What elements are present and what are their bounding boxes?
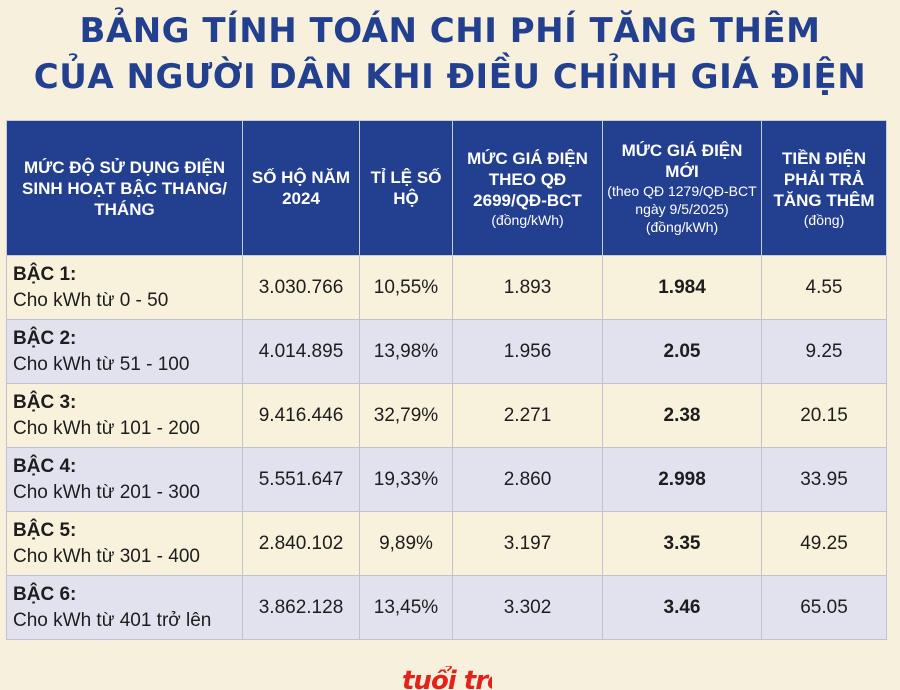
table-row: BẬC 2: Cho kWh từ 51 - 100 4.014.895 13,… — [6, 319, 887, 384]
tier-range: Cho kWh từ 0 - 50 — [13, 289, 169, 311]
ratio-cell: 19,33% — [359, 447, 453, 512]
tier-range: Cho kWh từ 401 trở lên — [13, 609, 212, 631]
increase-cell: 49.25 — [761, 511, 887, 576]
logo-wordmark: tuổi trẻ — [402, 666, 492, 690]
new-price-cell: 2.998 — [602, 447, 762, 512]
tier-label: BẬC 5: — [13, 519, 77, 541]
tier-range: Cho kWh từ 51 - 100 — [13, 353, 190, 375]
old-price-cell: 1.956 — [452, 319, 603, 384]
table-header-row: MỨC ĐỘ SỬ DỤNG ĐIỆN SINH HOẠT BẬC THANG/… — [6, 120, 887, 256]
table-row: BẬC 3: Cho kWh từ 101 - 200 9.416.446 32… — [6, 383, 887, 448]
header-households: SỐ HỘ NĂM 2024 — [242, 120, 360, 256]
tier-label: BẬC 3: — [13, 391, 77, 413]
tier-range: Cho kWh từ 101 - 200 — [13, 417, 200, 439]
increase-cell: 20.15 — [761, 383, 887, 448]
usage-level-cell: BẬC 4: Cho kWh từ 201 - 300 — [6, 447, 243, 512]
ratio-cell: 13,45% — [359, 575, 453, 640]
new-price-cell: 2.05 — [602, 319, 762, 384]
header-new-price-label: MỨC GIÁ ĐIỆN MỚI — [621, 141, 743, 181]
new-price-cell: 3.46 — [602, 575, 762, 640]
tier-label: BẬC 4: — [13, 455, 77, 477]
header-increase: TIỀN ĐIỆN PHẢI TRẢ TĂNG THÊM (đồng) — [761, 120, 887, 256]
tier-label: BẬC 1: — [13, 263, 77, 285]
new-price-cell: 3.35 — [602, 511, 762, 576]
usage-level-cell: BẬC 5: Cho kWh từ 301 - 400 — [6, 511, 243, 576]
usage-level-cell: BẬC 1: Cho kWh từ 0 - 50 — [6, 255, 243, 320]
usage-level-cell: BẬC 3: Cho kWh từ 101 - 200 — [6, 383, 243, 448]
header-new-price-note: (theo QĐ 1279/QĐ-BCT ngày 9/5/2025) (đồn… — [607, 183, 757, 235]
header-old-price: MỨC GIÁ ĐIỆN THEO QĐ 2699/QĐ-BCT (đồng/k… — [452, 120, 603, 256]
old-price-cell: 1.893 — [452, 255, 603, 320]
title-line-1: BẢNG TÍNH TOÁN CHI PHÍ TĂNG THÊM — [79, 11, 821, 51]
tier-range: Cho kWh từ 301 - 400 — [13, 545, 200, 567]
ratio-cell: 9,89% — [359, 511, 453, 576]
title-line-2: CỦA NGƯỜI DÂN KHI ĐIỀU CHỈNH GIÁ ĐIỆN — [33, 57, 867, 97]
increase-cell: 33.95 — [761, 447, 887, 512]
tier-label: BẬC 6: — [13, 583, 77, 605]
header-usage-level: MỨC ĐỘ SỬ DỤNG ĐIỆN SINH HOẠT BẬC THANG/… — [6, 120, 243, 256]
electricity-cost-table: MỨC ĐỘ SỬ DỤNG ĐIỆN SINH HOẠT BẬC THANG/… — [6, 120, 887, 640]
header-old-price-label: MỨC GIÁ ĐIỆN THEO QĐ 2699/QĐ-BCT — [467, 148, 588, 210]
households-cell: 4.014.895 — [242, 319, 360, 384]
header-increase-unit: (đồng) — [803, 211, 845, 228]
old-price-cell: 3.302 — [452, 575, 603, 640]
old-price-cell: 3.197 — [452, 511, 603, 576]
new-price-cell: 1.984 — [602, 255, 762, 320]
header-ratio: TỈ LỆ SỐ HỘ — [359, 120, 453, 256]
increase-cell: 9.25 — [761, 319, 887, 384]
usage-level-cell: BẬC 2: Cho kWh từ 51 - 100 — [6, 319, 243, 384]
table-row: BẬC 1: Cho kWh từ 0 - 50 3.030.766 10,55… — [6, 255, 887, 320]
households-cell: 2.840.102 — [242, 511, 360, 576]
households-cell: 9.416.446 — [242, 383, 360, 448]
header-old-price-unit: (đồng/kWh) — [491, 211, 564, 228]
tier-label: BẬC 2: — [13, 327, 77, 349]
usage-level-cell: BẬC 6: Cho kWh từ 401 trở lên — [6, 575, 243, 640]
households-cell: 5.551.647 — [242, 447, 360, 512]
increase-cell: 4.55 — [761, 255, 887, 320]
tuoi-tre-logo: tuổi trẻ — [402, 666, 492, 690]
households-cell: 3.030.766 — [242, 255, 360, 320]
ratio-cell: 13,98% — [359, 319, 453, 384]
tier-range: Cho kWh từ 201 - 300 — [13, 481, 200, 503]
table-row: BẬC 4: Cho kWh từ 201 - 300 5.551.647 19… — [6, 447, 887, 512]
ratio-cell: 32,79% — [359, 383, 453, 448]
ratio-cell: 10,55% — [359, 255, 453, 320]
table-row: BẬC 6: Cho kWh từ 401 trở lên 3.862.128 … — [6, 575, 887, 640]
households-cell: 3.862.128 — [242, 575, 360, 640]
page-title: BẢNG TÍNH TOÁN CHI PHÍ TĂNG THÊM CỦA NGƯ… — [0, 8, 900, 100]
old-price-cell: 2.271 — [452, 383, 603, 448]
increase-cell: 65.05 — [761, 575, 887, 640]
new-price-cell: 2.38 — [602, 383, 762, 448]
header-increase-label: TIỀN ĐIỆN PHẢI TRẢ TĂNG THÊM — [773, 148, 875, 210]
header-new-price: MỨC GIÁ ĐIỆN MỚI (theo QĐ 1279/QĐ-BCT ng… — [602, 120, 762, 256]
table-row: BẬC 5: Cho kWh từ 301 - 400 2.840.102 9,… — [6, 511, 887, 576]
old-price-cell: 2.860 — [452, 447, 603, 512]
